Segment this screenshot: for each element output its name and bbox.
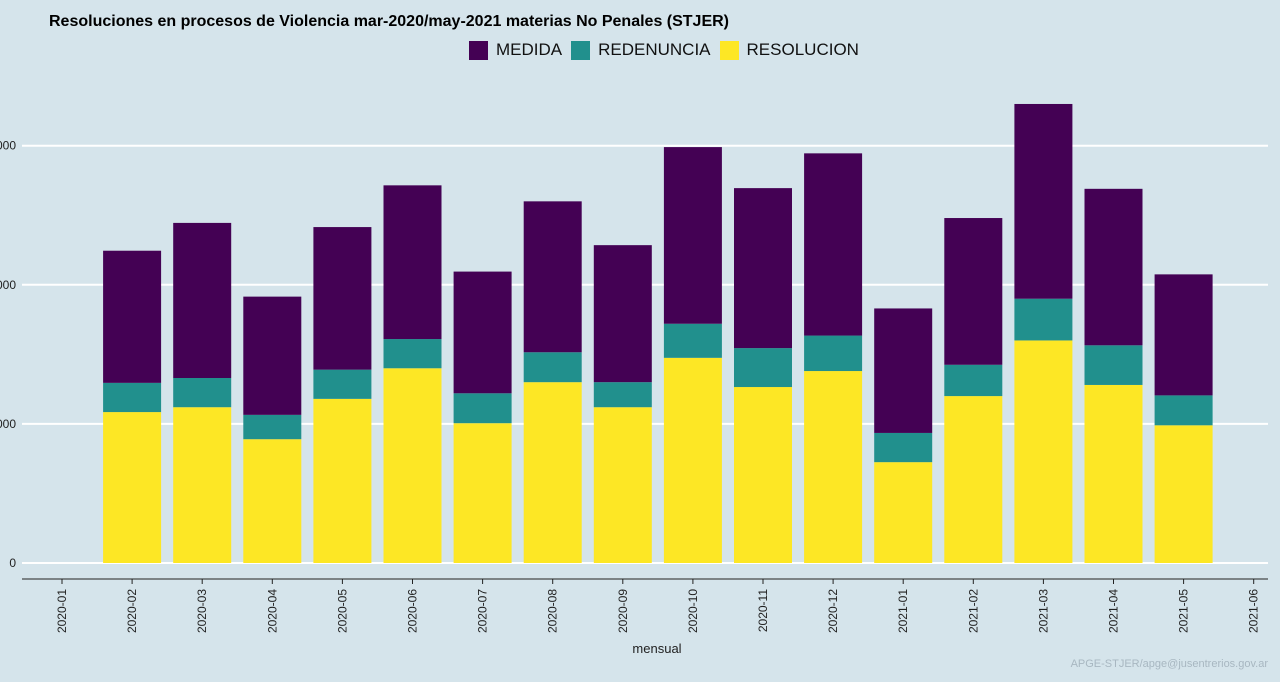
y-tick-label: 3000 [0, 139, 16, 153]
legend-label: RESOLUCION [746, 40, 859, 59]
bar-resolucion-2020-10 [663, 357, 722, 563]
legend-item-redenuncia: REDENUNCIA [571, 40, 711, 60]
x-tick-label: 2020-11 [756, 589, 770, 632]
bar-redenuncia-2020-10 [663, 323, 722, 358]
bar-redenuncia-2020-12 [804, 335, 863, 372]
bar-resolucion-2020-09 [593, 407, 652, 563]
bar-resolucion-2021-05 [1154, 425, 1213, 563]
x-tick-label: 2020-08 [546, 589, 560, 633]
bar-medida-2020-02 [103, 250, 162, 383]
bar-medida-2020-04 [243, 296, 302, 415]
x-tick-label: 2021-06 [1247, 589, 1261, 633]
bar-redenuncia-2020-05 [313, 369, 372, 399]
bar-resolucion-2020-08 [523, 382, 582, 563]
x-tick-label: 2020-04 [265, 589, 279, 633]
x-tick-label: 2020-01 [55, 589, 69, 633]
y-tick-label: 2000 [0, 278, 16, 292]
bar-redenuncia-2020-07 [453, 393, 512, 424]
bar-resolucion-2020-06 [383, 368, 442, 563]
bar-medida-2021-03 [1014, 103, 1073, 299]
x-tick-label: 2020-06 [406, 589, 420, 633]
bar-resolucion-2021-01 [874, 462, 933, 563]
x-tick-label: 2020-05 [335, 589, 349, 633]
bar-redenuncia-2020-06 [383, 339, 442, 369]
bar-redenuncia-2020-02 [103, 382, 162, 413]
chart-title: Resoluciones en procesos de Violencia ma… [49, 13, 730, 30]
bar-resolucion-2020-12 [804, 371, 863, 563]
bar-redenuncia-2021-01 [874, 432, 933, 463]
bar-resolucion-2020-02 [103, 412, 162, 563]
x-tick-label: 2021-01 [896, 589, 910, 633]
x-tick-label: 2020-12 [826, 589, 840, 633]
x-tick-label: 2021-02 [966, 589, 980, 633]
x-axis-label: mensual [632, 641, 681, 656]
legend: MEDIDA REDENUNCIA RESOLUCION [469, 39, 868, 61]
x-tick-label: 2020-02 [125, 589, 139, 633]
x-tick-label: 2020-03 [195, 589, 209, 633]
legend-label: REDENUNCIA [598, 40, 711, 59]
bar-resolucion-2020-05 [313, 398, 372, 563]
x-tick-label: 2021-03 [1036, 589, 1050, 633]
bar-redenuncia-2021-05 [1154, 395, 1213, 426]
bar-medida-2020-09 [593, 245, 652, 383]
footer-credit: APGE-STJER/apge@jusentrerios.gov.ar [1070, 658, 1268, 670]
bar-resolucion-2020-11 [734, 387, 792, 563]
x-tick-label: 2021-05 [1177, 589, 1191, 633]
bar-resolucion-2021-03 [1014, 340, 1073, 563]
legend-item-resolucion: RESOLUCION [719, 40, 859, 60]
bar-resolucion-2020-03 [173, 407, 232, 563]
y-tick-label: 1000 [0, 417, 16, 431]
bar-medida-2020-03 [173, 222, 232, 378]
y-tick-label: 0 [9, 556, 16, 570]
bar-redenuncia-2021-03 [1014, 298, 1073, 341]
bar-medida-2020-10 [663, 147, 722, 324]
legend-swatch [469, 40, 488, 60]
legend-label: MEDIDA [496, 40, 563, 59]
legend-swatch [571, 40, 591, 60]
x-tick-label: 2020-09 [616, 589, 630, 633]
bar-medida-2020-05 [313, 227, 372, 370]
x-tick-label: 2020-07 [476, 589, 490, 633]
bar-resolucion-2020-07 [453, 423, 512, 563]
legend-item-medida: MEDIDA [469, 40, 562, 60]
bar-medida-2021-05 [1154, 274, 1213, 396]
bar-resolucion-2021-02 [944, 396, 1003, 563]
bar-medida-2021-04 [1084, 188, 1143, 346]
legend-swatch [719, 40, 739, 60]
bar-medida-2021-01 [874, 308, 933, 433]
bar-redenuncia-2020-08 [523, 352, 582, 383]
bar-medida-2020-06 [383, 185, 442, 340]
bar-medida-2020-11 [734, 188, 792, 349]
bar-resolucion-2020-04 [243, 439, 302, 563]
bar-redenuncia-2020-11 [734, 348, 792, 388]
bar-resolucion-2021-04 [1084, 384, 1143, 563]
bar-redenuncia-2021-04 [1084, 345, 1143, 385]
bar-redenuncia-2020-04 [243, 414, 302, 440]
x-tick-label: 2021-04 [1107, 589, 1121, 633]
bar-redenuncia-2021-02 [944, 364, 1003, 397]
bar-medida-2021-02 [944, 218, 1003, 365]
bar-redenuncia-2020-09 [593, 382, 652, 408]
x-tick-label: 2020-10 [686, 589, 700, 633]
bar-medida-2020-07 [453, 271, 512, 394]
bar-medida-2020-08 [523, 201, 582, 353]
bar-redenuncia-2020-03 [173, 377, 232, 408]
bar-medida-2020-12 [804, 153, 863, 336]
